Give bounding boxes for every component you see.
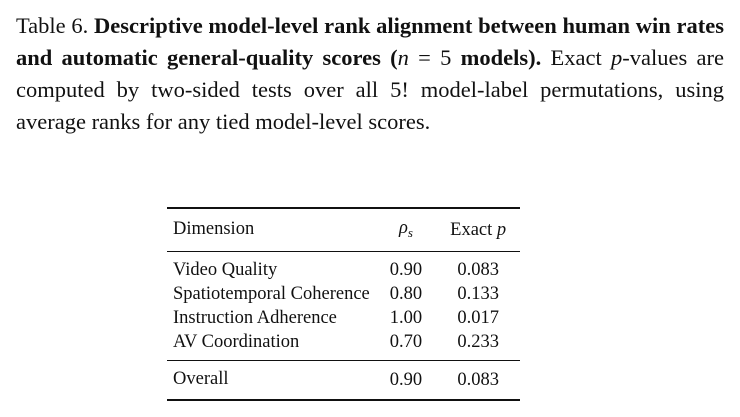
- text-segment: s: [407, 224, 413, 240]
- table-cell: 0.90: [389, 370, 423, 390]
- table-cell: AV Coordination: [173, 332, 300, 352]
- text-segment: models).: [460, 45, 542, 70]
- table-cell: 0.80: [389, 284, 423, 304]
- table-cell: 0.233: [457, 332, 499, 352]
- text-segment: Exact: [541, 45, 612, 70]
- table-cell: 0.90: [389, 260, 423, 280]
- table-caption: Table 6. Descriptive model-level rank al…: [16, 10, 724, 138]
- text-segment: Dimension: [173, 219, 255, 239]
- table-row: Video Quality 0.90 0.083: [167, 252, 520, 283]
- table-cell: 0.083: [457, 370, 499, 390]
- text-segment: p: [496, 220, 507, 240]
- table-cell: Instruction Adherence: [173, 308, 337, 328]
- table-cell: 0.017: [457, 308, 499, 328]
- header-row: Dimension ρs Exact p: [167, 208, 521, 252]
- table-cell: 1.00: [389, 308, 423, 328]
- column-header: ρs: [376, 208, 436, 252]
- text-segment: -values are computed by two-sided tests …: [16, 45, 724, 134]
- text-segment: Descriptive model-level rank alignment b…: [16, 13, 724, 70]
- table-cell: 0.133: [457, 284, 499, 304]
- text-segment: Exact: [450, 220, 497, 240]
- table-footer: Overall 0.90 0.083: [167, 360, 521, 400]
- table-cell: 0.70: [389, 332, 423, 352]
- table-cell: Spatiotemporal Coherence: [173, 284, 370, 304]
- table-header: Dimension ρs Exact p: [167, 208, 521, 252]
- column-header: Exact p: [436, 208, 520, 252]
- text-segment: = 5: [408, 45, 461, 70]
- text-segment: n: [397, 45, 409, 70]
- table-body: Video Quality 0.90 0.083 Spatiotemporal Coh…: [167, 252, 520, 361]
- table-cell: Video Quality: [173, 260, 278, 280]
- total-row: Overall 0.90 0.083: [167, 360, 521, 400]
- results-table: Dimension ρs Exact p Video Quality 0.90 0.08…: [167, 207, 521, 401]
- table-cell: 0.083: [457, 260, 499, 280]
- text-segment: Table 6.: [16, 13, 89, 38]
- table-row: Instruction Adherence 1.00 0.017: [167, 306, 520, 330]
- text-segment: p: [611, 45, 623, 70]
- table-row: AV Coordination 0.70 0.233: [167, 330, 520, 361]
- table-cell: Overall: [173, 369, 229, 389]
- column-header: Dimension: [167, 208, 376, 252]
- text-segment: ρ: [398, 217, 408, 238]
- table-row: Spatiotemporal Coherence 0.80 0.133: [167, 282, 520, 306]
